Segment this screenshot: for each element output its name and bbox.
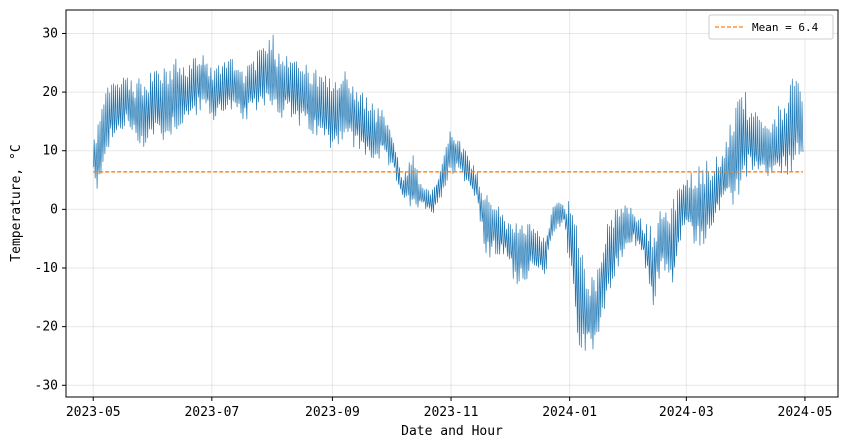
temperature-line — [92, 34, 804, 351]
x-tick-label: 2024-05 — [778, 405, 833, 420]
x-tick-label: 2023-11 — [424, 405, 479, 420]
y-tick-label: 20 — [42, 85, 58, 100]
legend-label-mean: Mean = 6.4 — [752, 21, 819, 34]
y-axis: -30 -20 -10 0 10 20 30 — [35, 26, 66, 393]
x-axis-label: Date and Hour — [401, 424, 503, 439]
y-axis-label: Temperature, °C — [9, 144, 24, 261]
x-tick-label: 2024-01 — [542, 405, 597, 420]
y-tick-label: 0 — [50, 202, 58, 217]
x-tick-label: 2023-09 — [305, 405, 360, 420]
legend: Mean = 6.4 — [708, 14, 834, 40]
gridlines — [66, 10, 838, 397]
y-tick-label: 10 — [42, 144, 58, 159]
x-axis: 2023-05 2023-07 2023-09 2023-11 2024-01 2024-… — [66, 397, 833, 420]
y-tick-label: -20 — [35, 320, 58, 335]
x-tick-label: 2023-07 — [184, 405, 239, 420]
x-tick-label: 2024-03 — [659, 405, 714, 420]
temperature-series — [92, 34, 804, 351]
y-tick-label: -10 — [35, 261, 58, 276]
plot-area — [65, 9, 839, 398]
legend-box — [708, 14, 834, 40]
y-tick-label: 30 — [42, 26, 58, 41]
x-tick-label: 2023-05 — [66, 405, 121, 420]
y-tick-label: -30 — [35, 378, 58, 393]
